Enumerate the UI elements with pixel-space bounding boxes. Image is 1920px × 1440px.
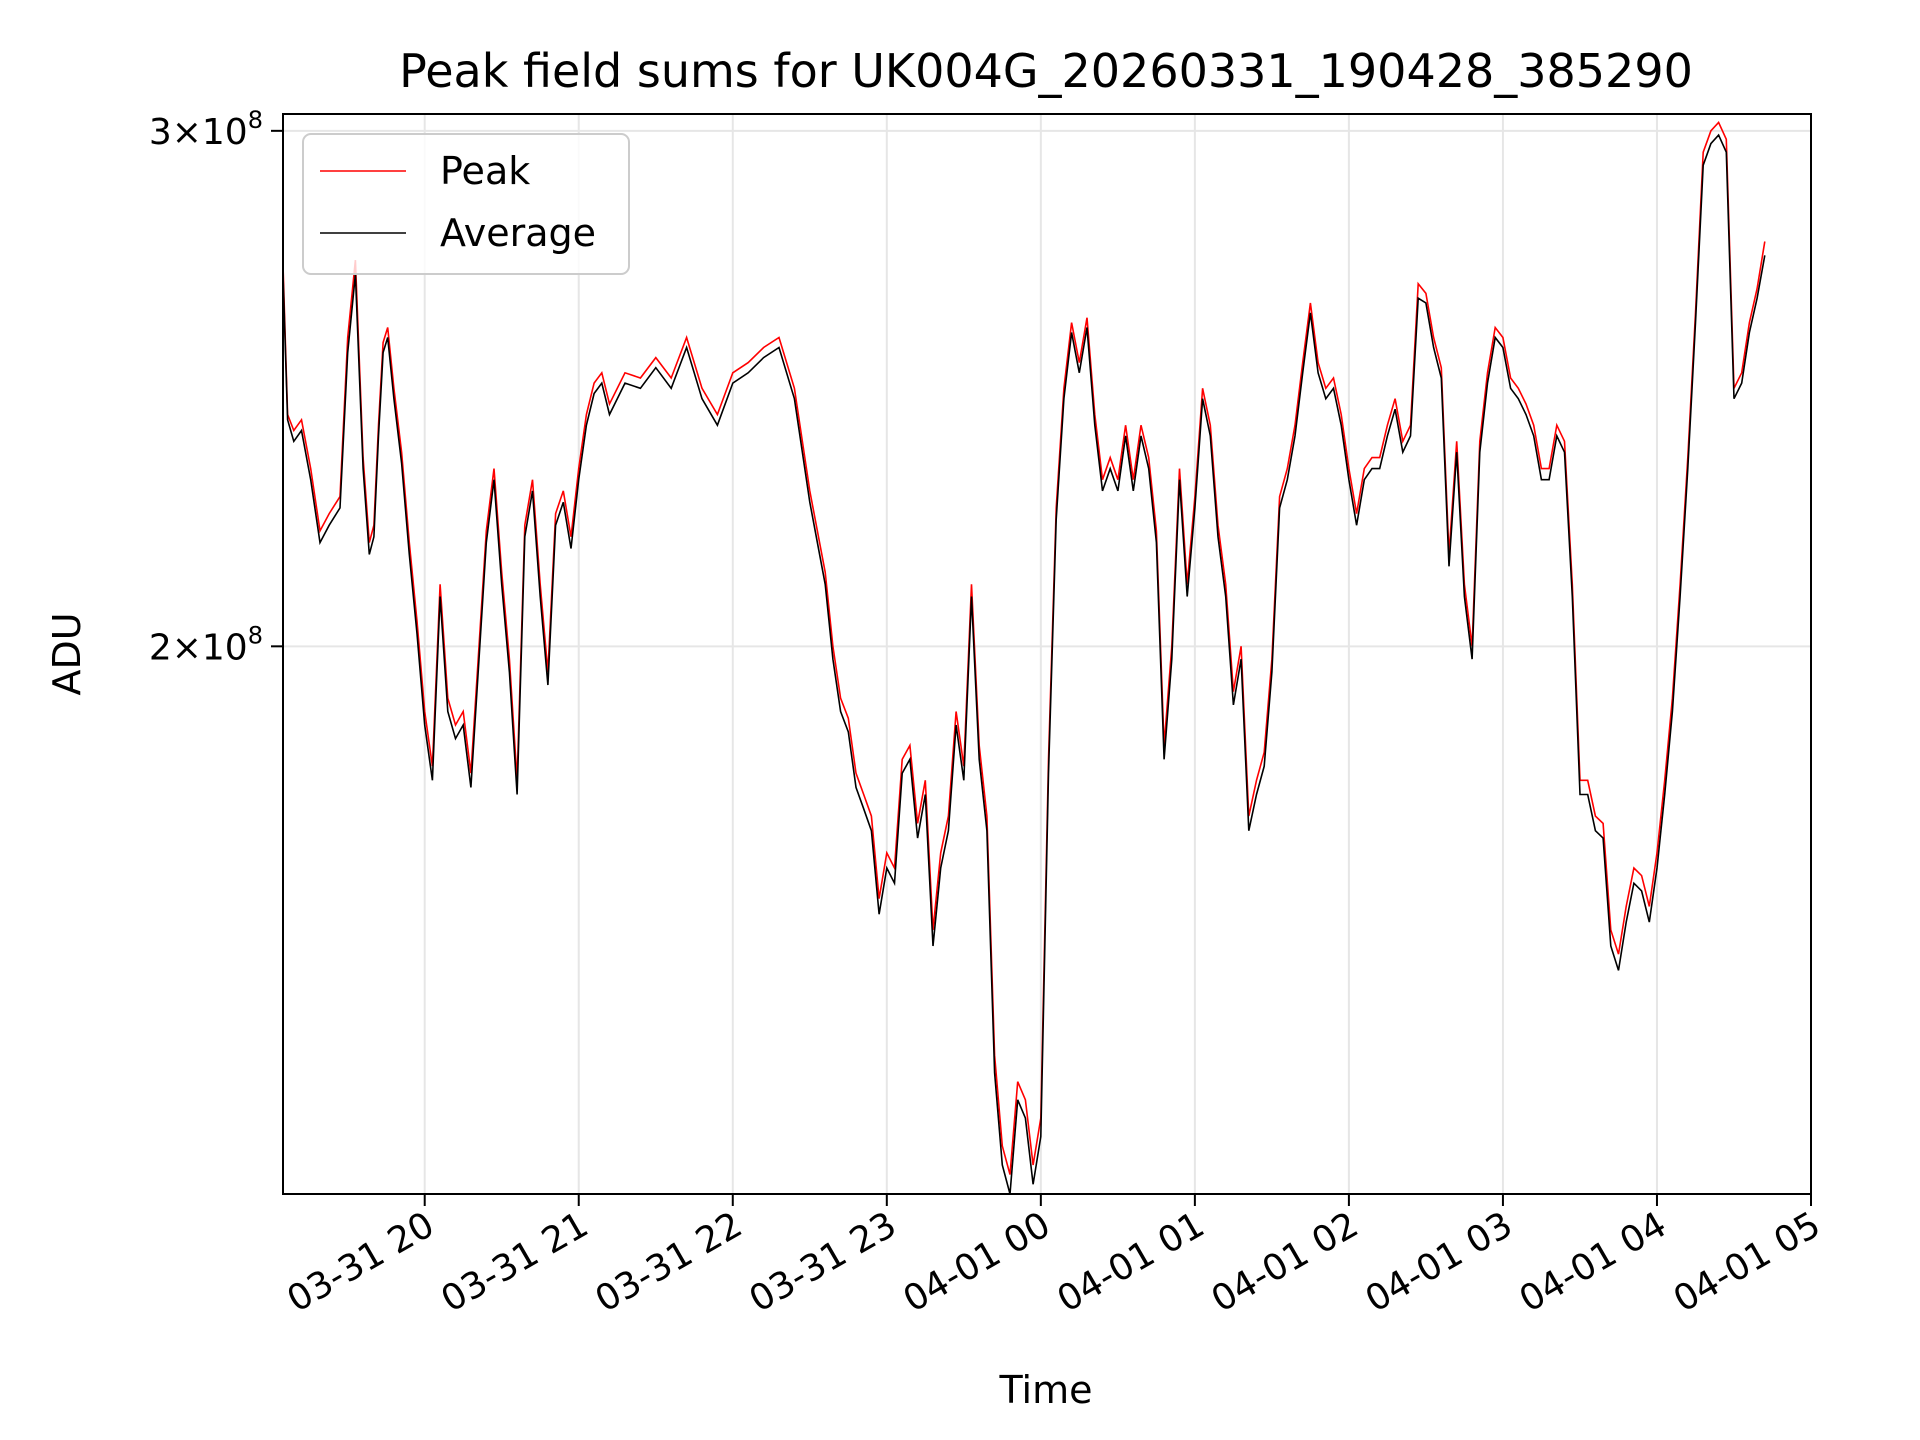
x-tick-label: 03-31 22 bbox=[589, 1204, 750, 1320]
chart-title: Peak field sums for UK004G_20260331_1904… bbox=[399, 44, 1693, 98]
x-tick-label: 04-01 02 bbox=[1205, 1204, 1366, 1320]
x-tick-label: 03-31 21 bbox=[435, 1204, 596, 1320]
plot-frame bbox=[282, 113, 1812, 1195]
y-axis-label: ADU bbox=[45, 612, 89, 695]
series-layer bbox=[282, 120, 1766, 1195]
series-line-peak bbox=[282, 120, 1766, 1175]
legend-label-peak: Peak bbox=[440, 149, 530, 193]
legend-label-average: Average bbox=[440, 211, 596, 255]
grid-lines bbox=[283, 114, 1812, 1194]
series-line-average bbox=[282, 133, 1766, 1195]
x-tick-label: 04-01 03 bbox=[1359, 1204, 1520, 1320]
y-axis-ticks: 2×108 3×108 bbox=[149, 106, 283, 668]
x-tick-label: 04-01 04 bbox=[1513, 1204, 1674, 1320]
legend-box bbox=[302, 133, 630, 275]
legend: Peak Average bbox=[302, 133, 630, 275]
x-axis-label: Time bbox=[999, 1368, 1093, 1412]
x-tick-label: 04-01 01 bbox=[1051, 1204, 1212, 1320]
y-tick-label: 2×108 bbox=[149, 621, 263, 668]
x-tick-label: 03-31 20 bbox=[281, 1204, 442, 1320]
x-tick-label: 04-01 05 bbox=[1667, 1204, 1828, 1320]
x-tick-label: 04-01 00 bbox=[897, 1204, 1058, 1320]
x-tick-label: 03-31 23 bbox=[743, 1204, 904, 1320]
y-tick-label: 3×108 bbox=[149, 106, 263, 153]
